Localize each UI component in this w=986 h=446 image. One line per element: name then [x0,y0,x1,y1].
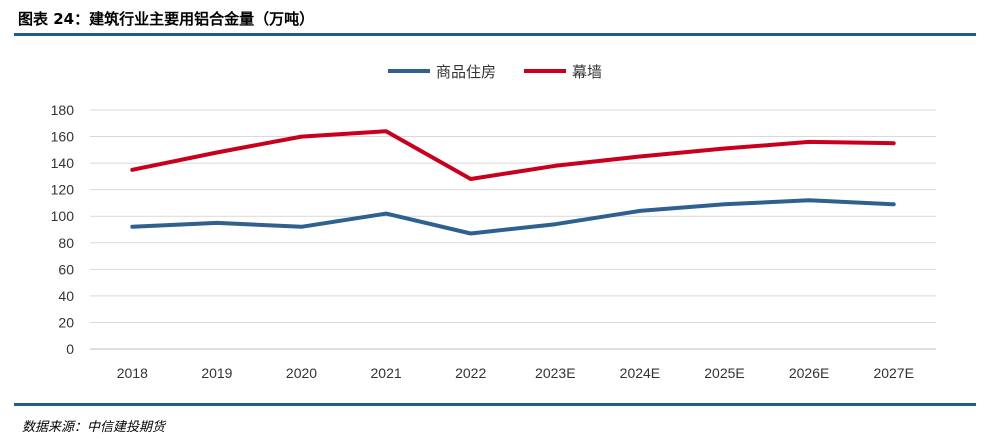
series-lines [130,129,896,236]
x-tick-label: 2022 [455,365,486,381]
y-tick-label: 20 [58,314,74,330]
x-tick-label: 2026E [789,365,829,381]
y-axis-ticks: 0 20 40 60 80 100 120 140 160 180 [51,102,75,357]
x-tick-label: 2019 [201,365,232,381]
y-tick-label: 60 [58,261,74,277]
y-tick-label: 0 [66,341,74,357]
gridlines [90,109,936,350]
y-tick-label: 140 [51,155,75,171]
bottom-rule [14,403,976,406]
x-tick-label: 2021 [371,365,402,381]
y-tick-label: 160 [51,129,75,145]
source-note: 数据来源：中信建投期货 [22,420,166,435]
x-tick-label: 2023E [535,365,575,381]
x-tick-label: 2024E [620,365,660,381]
x-tick-label: 2020 [286,365,317,381]
legend-label: 幕墙 [572,63,602,81]
series-line-1 [130,198,896,236]
y-tick-label: 100 [51,208,75,224]
x-tick-label: 2025E [704,365,744,381]
y-tick-label: 40 [58,288,74,304]
x-tick-label: 2018 [117,365,148,381]
x-tick-label: 2027E [873,365,913,381]
x-axis-ticks: 2018 2019 2020 2021 2022 2023E 2024E 2025E 2026E… [117,365,914,381]
y-tick-label: 80 [58,235,74,251]
legend-label: 商品住房 [436,63,496,81]
figure-title: 图表 24：建筑行业主要用铝合金量（万吨） [18,10,315,28]
legend: 商品住房 幕墙 [388,63,602,81]
series-line-2 [130,129,896,181]
y-tick-label: 180 [51,102,75,118]
top-rule [14,33,976,36]
y-tick-label: 120 [51,182,75,198]
